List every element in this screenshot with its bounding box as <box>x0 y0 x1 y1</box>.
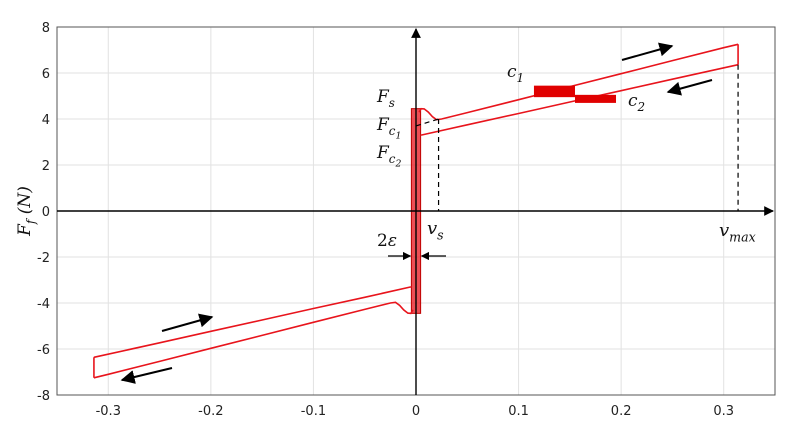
label-vs: vs <box>427 218 444 242</box>
label-2epsilon: 2ε <box>377 231 397 251</box>
x-tick-label: -0.3 <box>96 404 121 419</box>
direction-arrow <box>666 79 713 96</box>
y-tick-label: -4 <box>37 297 50 312</box>
y-tick-label: 8 <box>42 21 50 36</box>
y-tick-label: 0 <box>42 205 50 220</box>
x-tick-label: 0.2 <box>611 404 632 419</box>
direction-arrow <box>120 367 173 384</box>
slope-markers <box>533 85 617 103</box>
upper-curve-bottom <box>420 63 739 136</box>
direction-arrow <box>621 42 674 61</box>
slope-marker-c1 <box>533 85 575 98</box>
label-fc2: Fc2 <box>376 143 401 170</box>
y-tick-label: 6 <box>42 67 50 82</box>
x-tick-label: 0.1 <box>508 404 529 419</box>
x-tick-label: 0 <box>412 404 420 419</box>
zero-axes <box>57 28 774 395</box>
label-fc1: Fc1 <box>376 115 401 142</box>
dashed-guides <box>415 64 739 211</box>
direction-arrows <box>120 42 713 384</box>
label-fs: Fs <box>376 87 395 110</box>
y-tick-label: -8 <box>37 389 50 404</box>
label-vmax: vmax <box>719 220 756 244</box>
x-tick-label: -0.1 <box>301 404 326 419</box>
lower-curve-top <box>93 286 412 359</box>
y-tick-label: 4 <box>42 113 50 128</box>
label-c1: c1 <box>507 62 524 85</box>
y-tick-label: -2 <box>37 251 50 266</box>
x-tick-label: 0.3 <box>713 404 734 419</box>
lower-curve-bottom <box>93 301 414 379</box>
tick-labels: -0.3 -0.2 -0.1 0 0.1 0.2 0.3 -8 -6 -4 -2 0 2 4 6 8 <box>37 21 734 419</box>
fc1-dashed-line <box>415 118 439 127</box>
label-c2: c2 <box>628 91 645 114</box>
upper-curve-top <box>418 43 739 121</box>
x-tick-label: -0.2 <box>198 404 223 419</box>
friction-curves <box>93 43 739 379</box>
y-axis-label: Ff (N) <box>15 186 38 237</box>
y-tick-label: -6 <box>37 343 50 358</box>
y-tick-label: 2 <box>42 159 50 174</box>
slope-marker-c2 <box>574 94 617 103</box>
direction-arrow <box>161 313 214 332</box>
